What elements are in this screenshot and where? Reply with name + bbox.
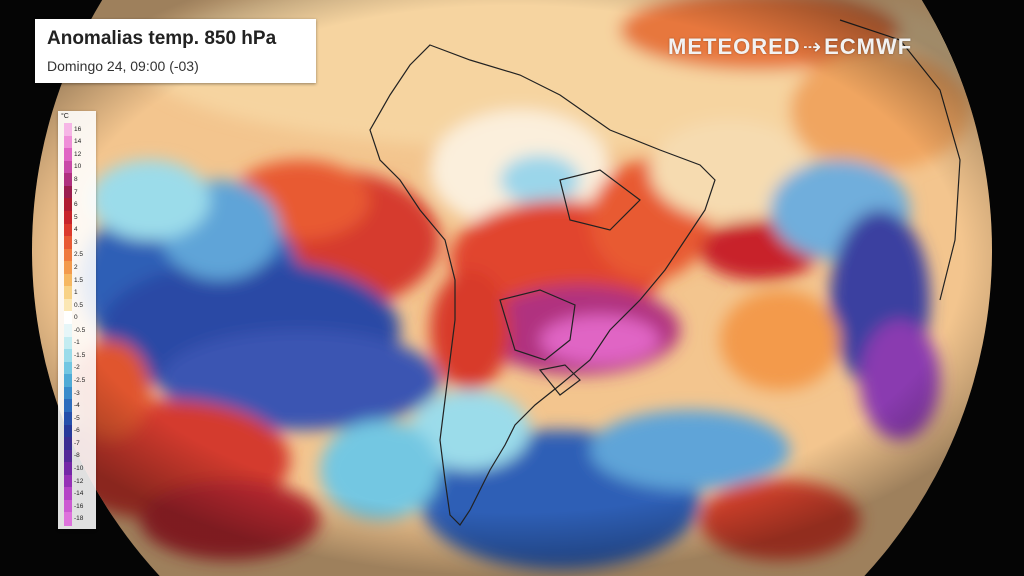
legend-swatch — [64, 261, 72, 275]
brand-arrow-icon: ⇢ — [802, 34, 823, 59]
legend-swatch — [64, 349, 72, 363]
legend-label: 6 — [74, 201, 78, 209]
legend-label: -18 — [74, 515, 84, 523]
legend-label: -0.5 — [74, 326, 86, 334]
legend-swatch — [64, 311, 72, 325]
legend-label: -7 — [74, 439, 80, 447]
legend-swatch — [64, 210, 72, 224]
legend-swatch — [64, 386, 72, 400]
legend-swatch — [64, 361, 72, 375]
legend-label: 14 — [74, 138, 82, 146]
legend-swatch — [64, 399, 72, 413]
legend-swatch — [64, 173, 72, 187]
legend-label: 0 — [74, 314, 78, 322]
legend-swatch — [64, 424, 72, 438]
legend-label: -14 — [74, 490, 84, 498]
legend-swatch — [64, 198, 72, 212]
legend-swatch — [64, 462, 72, 476]
map-title: Anomalias temp. 850 hPa — [47, 28, 277, 49]
legend-swatch — [64, 474, 72, 488]
legend-label: -2.5 — [74, 377, 86, 385]
legend-label: -8 — [74, 452, 80, 460]
legend-swatch — [64, 411, 72, 425]
legend-label: -3 — [74, 389, 80, 397]
legend-label: -10 — [74, 464, 84, 472]
legend-label: -4 — [74, 402, 80, 410]
legend-swatch — [64, 273, 72, 287]
legend-unit: °C — [61, 113, 69, 120]
legend-swatch — [64, 286, 72, 300]
legend-swatch — [64, 449, 72, 463]
legend-label: 12 — [74, 150, 82, 158]
brand-logo: METEORED⇢ECMWF — [668, 34, 912, 60]
legend-swatch — [64, 437, 72, 451]
legend-label: 0.5 — [74, 301, 84, 309]
legend-swatch — [64, 185, 72, 199]
legend-label: -12 — [74, 477, 84, 485]
legend-label: -1 — [74, 339, 80, 347]
legend-label: 1 — [74, 289, 78, 297]
legend-swatch — [64, 512, 72, 526]
legend-swatch — [64, 236, 72, 250]
brand-right: ECMWF — [824, 34, 913, 59]
legend-swatch — [64, 336, 72, 350]
legend-swatch — [64, 223, 72, 237]
legend-label: 2 — [74, 263, 78, 271]
legend-swatch — [64, 298, 72, 312]
legend-swatch — [64, 148, 72, 162]
legend-swatch — [64, 324, 72, 338]
legend-swatch — [64, 374, 72, 388]
legend-label: 10 — [74, 163, 82, 171]
map-subtitle: Domingo 24, 09:00 (-03) — [47, 58, 199, 74]
legend-swatch — [64, 160, 72, 174]
legend-label: -16 — [74, 502, 84, 510]
legend-swatch — [64, 248, 72, 262]
brand-left: METEORED — [668, 34, 801, 59]
legend-swatch — [64, 123, 72, 137]
legend-color-bar — [64, 123, 72, 526]
legend-label: 8 — [74, 176, 78, 184]
legend-swatch — [64, 499, 72, 513]
legend-label: 4 — [74, 226, 78, 234]
legend-label: 1.5 — [74, 276, 84, 284]
legend-label: -1.5 — [74, 351, 86, 359]
legend-label: 7 — [74, 188, 78, 196]
legend-label: 16 — [74, 125, 82, 133]
legend-label: 5 — [74, 213, 78, 221]
legend-label: 3 — [74, 238, 78, 246]
legend-label: -5 — [74, 414, 80, 422]
title-box: Anomalias temp. 850 hPa Domingo 24, 09:0… — [35, 19, 316, 83]
legend-swatch — [64, 487, 72, 501]
color-legend: °C 16 14 12 10 8 7 6 5 4 3 2.5 2 1.5 1 0.5 0 -0.5 -1 -1.5 -… — [58, 111, 96, 529]
legend-swatch — [64, 135, 72, 149]
legend-label: 2.5 — [74, 251, 84, 259]
legend-label: -2 — [74, 364, 80, 372]
legend-label: -6 — [74, 427, 80, 435]
